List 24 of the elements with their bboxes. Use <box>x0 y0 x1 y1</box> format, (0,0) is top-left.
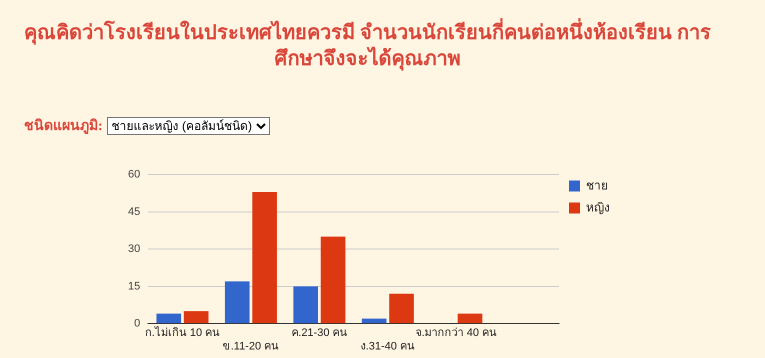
x-tick-label: ข.11-20 คน <box>222 340 280 352</box>
bar <box>184 311 208 324</box>
text: ชนิดแผนภูมิ: <box>24 119 103 134</box>
bar <box>224 281 250 324</box>
x-tick-label: ค.21-30 คน <box>291 327 348 340</box>
chart-type-dropdown: ชายและหญิง (คอลัมน์ชนิด) <box>106 117 270 135</box>
y-tick-label: 0 <box>134 318 140 330</box>
bar <box>320 236 346 324</box>
legend-label: หญิง <box>586 200 610 214</box>
x-tick-label: ง.31-40 คน <box>360 340 415 352</box>
bar <box>362 318 386 324</box>
y-tick-label: 60 <box>128 168 140 181</box>
x-tick-label: ก.ไม่เกิน 10 คน <box>144 326 220 340</box>
bar <box>252 192 277 324</box>
y-tick-label: 15 <box>128 280 140 292</box>
bar <box>458 314 482 324</box>
bar <box>293 286 318 324</box>
y-tick-label: 45 <box>128 206 140 218</box>
x-tick-label: จ.มากกว่า 40 คน <box>416 327 498 340</box>
y-tick-label: 30 <box>128 243 140 256</box>
bar <box>389 294 414 324</box>
bar <box>156 314 182 324</box>
chart-title: คุณคิดว่าโรงเรียนในประเทศไทยควรมี จำนวนนักเรียนกี่คนต่อหนึ่งห้องเรียน การศึกษาจึงจะได้คุณภาพ <box>23 20 712 72</box>
legend-label: ชาย <box>586 178 608 192</box>
